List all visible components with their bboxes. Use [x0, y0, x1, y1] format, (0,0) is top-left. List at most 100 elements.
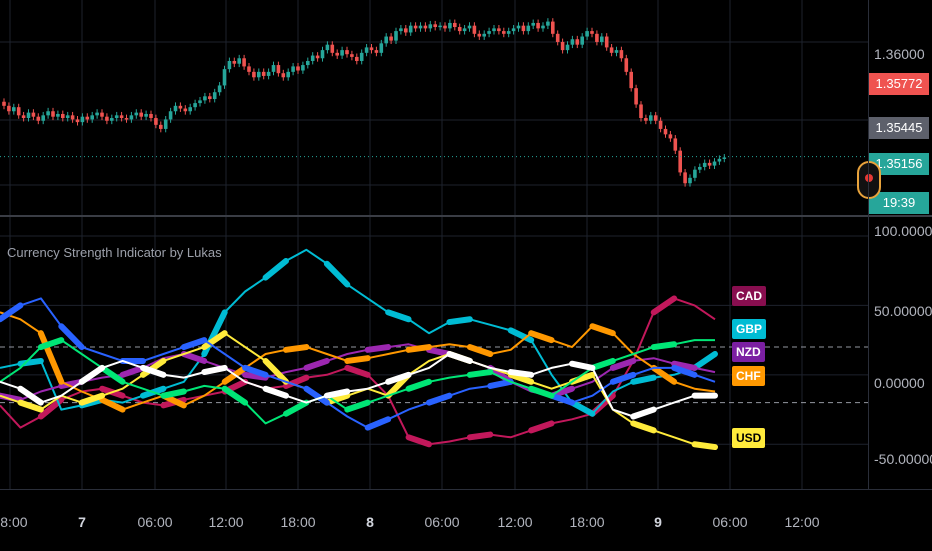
candle-body: [433, 24, 437, 28]
candle-body: [36, 116, 41, 121]
candle-body: [668, 134, 673, 139]
indicator-pane[interactable]: [0, 217, 868, 489]
series-segment-jpy: [160, 388, 187, 399]
indicator-axis-tick: 0.00000: [874, 375, 925, 391]
price-chart-svg[interactable]: [0, 0, 868, 215]
candle-body: [516, 25, 521, 29]
series-segment-eur: [364, 416, 392, 431]
candle-body: [139, 112, 143, 117]
time-axis[interactable]: 18:00 7 06:00 12:00 18:00 8 06:00 12:00 18:00 9 06…: [0, 489, 932, 551]
candle-body: [168, 111, 173, 120]
series-segment-cad: [283, 374, 310, 389]
candle-body: [467, 25, 472, 29]
series-segment-aud: [78, 364, 106, 385]
candle-body: [65, 115, 70, 119]
currency-label-nzd: NZD: [732, 342, 765, 362]
series-line-aud: [0, 353, 715, 418]
candle-body: [75, 119, 80, 123]
candle-body: [217, 85, 222, 93]
candle-body: [639, 104, 643, 119]
series-segment-nzd: [426, 346, 453, 357]
candle-body: [673, 138, 678, 151]
candle-body: [276, 65, 281, 74]
candle-body: [56, 113, 60, 117]
series-segment-usd: [323, 392, 351, 406]
series-segment-aud: [630, 406, 657, 420]
candle-body: [443, 25, 447, 29]
series-segment-aud: [323, 388, 351, 399]
series-segment-jpy: [283, 399, 310, 417]
time-axis-tick: 8: [366, 514, 374, 530]
mid-price-tag: 1.35445: [869, 117, 929, 139]
candle-body: [114, 115, 119, 119]
time-axis-tick: 06:00: [137, 514, 173, 530]
candle-body: [129, 115, 134, 120]
series-segment-jpy: [405, 378, 432, 392]
candle-body: [688, 177, 692, 184]
candle-body: [649, 115, 653, 121]
series-segment-cad: [405, 434, 432, 448]
candle-body: [531, 22, 535, 26]
candle-body: [188, 107, 192, 112]
indicator-chart-svg[interactable]: [0, 217, 868, 489]
candle-body: [359, 52, 364, 61]
candle-body: [502, 31, 506, 34]
series-segment-chf: [528, 330, 555, 344]
candle-body: [428, 24, 433, 29]
candle-body: [193, 103, 197, 108]
candle-body: [658, 120, 663, 129]
candle-body: [110, 118, 114, 121]
series-segment-nzd: [58, 378, 85, 389]
candle-body: [70, 115, 75, 120]
axis-separator: [868, 0, 869, 489]
candle-body: [555, 33, 560, 42]
price-pane[interactable]: [0, 0, 868, 215]
series-segment-chf: [99, 396, 126, 413]
candle-body: [296, 66, 300, 71]
series-segment-nzd: [364, 344, 392, 353]
series-segment-jpy: [99, 364, 126, 385]
candle-body: [707, 162, 712, 166]
candle-body: [247, 66, 251, 72]
candle-body: [340, 50, 344, 56]
candle-body: [462, 28, 467, 32]
candle-body: [399, 28, 403, 32]
pane-divider[interactable]: [0, 215, 932, 217]
series-segment-chf: [344, 355, 371, 364]
candle-body: [281, 73, 286, 78]
candle-body: [2, 101, 6, 106]
candle-body: [364, 47, 369, 53]
candle-body: [492, 28, 496, 32]
candle-body: [477, 33, 482, 37]
candle-body: [80, 116, 85, 123]
candle-body: [325, 44, 330, 51]
series-segment-eur: [548, 392, 575, 406]
price-axis[interactable]: 1.36000 1.35772 1.35445 1.35156 19:39: [868, 0, 932, 215]
candle-body: [448, 22, 452, 29]
countdown-tag: 19:39: [869, 192, 929, 214]
candle-body: [242, 58, 246, 67]
canada-flag-icon[interactable]: [857, 161, 881, 199]
candle-body: [85, 116, 90, 120]
indicator-title[interactable]: Currency Strength Indicator by Lukas: [7, 245, 222, 260]
candle-body: [457, 27, 462, 32]
series-segment-aud: [569, 360, 596, 371]
series-segment-chf: [589, 323, 616, 337]
candle-body: [61, 113, 65, 119]
series-segment-eur: [242, 364, 269, 378]
series-segment-eur: [303, 385, 330, 406]
series-segment-nzd: [242, 371, 269, 381]
series-segment-chf: [283, 344, 310, 353]
series-segment-chf: [650, 364, 678, 385]
candle-body: [286, 71, 290, 78]
candle-body: [345, 50, 349, 55]
candle-body: [712, 161, 717, 166]
series-segment-eur: [671, 364, 698, 378]
series-segment-nzd: [180, 351, 208, 364]
series-segment-gbp: [446, 316, 473, 326]
candle-body: [124, 118, 129, 120]
candle-body: [394, 31, 398, 41]
series-segment-nzd: [303, 357, 330, 371]
candle-body: [90, 115, 94, 120]
indicator-axis[interactable]: 100.00000 50.00000 0.00000 -50.00000: [868, 217, 932, 489]
